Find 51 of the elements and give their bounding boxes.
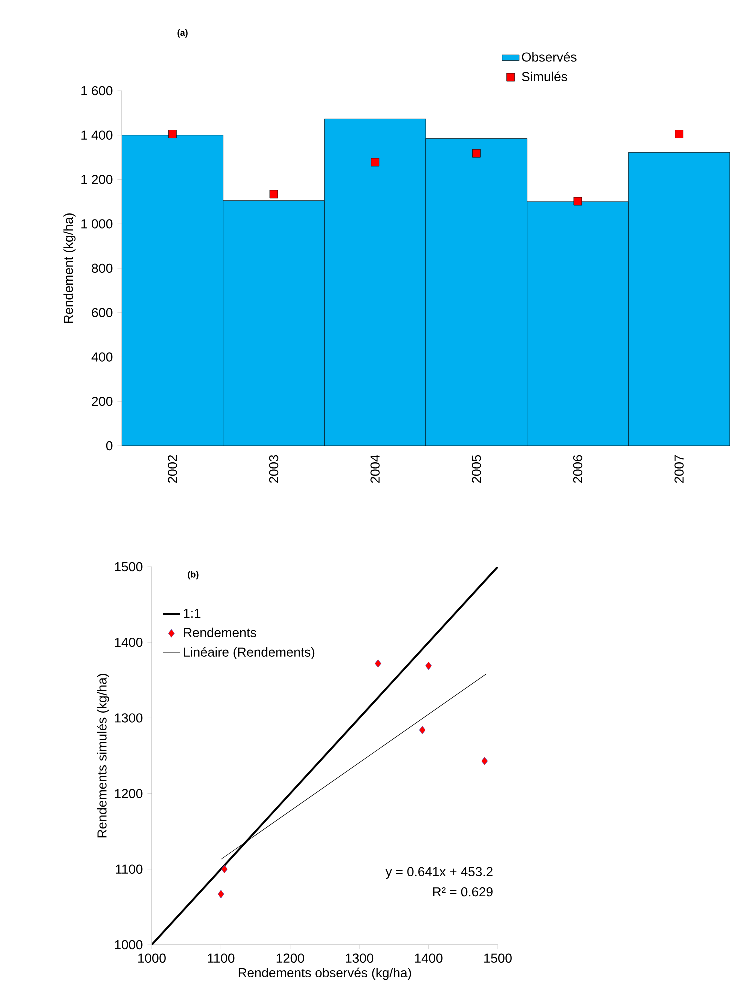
y-tick-label: 800	[92, 264, 113, 274]
x-tick-label: 2007	[674, 455, 684, 484]
y-tick-label: 1400	[115, 638, 143, 648]
y-tick-label: 1000	[115, 940, 143, 950]
x-tick-label: 1300	[346, 954, 374, 963]
y-tick-label: 1100	[116, 864, 143, 874]
legend-label: Linéaire (Rendements)	[184, 647, 315, 660]
y-tick-label: 1300	[115, 714, 143, 723]
chart-title: (a)	[178, 29, 188, 38]
y-tick-label: 1500	[115, 562, 143, 572]
legend-label: Simulés	[522, 72, 568, 82]
legend-label: Observés	[522, 52, 577, 62]
x-tick-label: 1400	[415, 954, 443, 963]
x-tick-label: 2005	[472, 455, 482, 484]
y-tick-label: 1 600	[82, 86, 113, 96]
y-axis-title: Rendement (kg/ha)	[64, 214, 76, 324]
x-tick-label: 1000	[138, 954, 166, 963]
point	[375, 660, 382, 668]
x-tick-label: 2006	[573, 455, 583, 484]
annotation: R² = 0.629	[433, 887, 493, 897]
legend-label: Rendements	[184, 628, 256, 638]
chart-title: (b)	[188, 571, 199, 580]
y-tick-label: 1 400	[82, 130, 113, 140]
legend-label: 1:1	[184, 609, 201, 618]
y-axis-title: Rendements simulés (kg/ha)	[97, 674, 110, 838]
point	[426, 662, 432, 670]
y-tick-label: 1 200	[82, 175, 113, 184]
x-tick-label: 2003	[269, 455, 279, 484]
point	[221, 865, 228, 874]
point	[675, 130, 684, 138]
x-tick-label: 1200	[276, 954, 304, 963]
point	[168, 130, 177, 138]
x-tick-label: 2004	[370, 455, 380, 484]
point	[419, 726, 426, 734]
x-tick-label: 1500	[484, 954, 512, 963]
point	[218, 890, 224, 899]
point	[574, 197, 582, 206]
point	[270, 190, 278, 199]
x-tick-label: 1100	[208, 954, 235, 963]
point	[371, 158, 380, 167]
y-tick-label: 600	[92, 308, 113, 318]
annotation: y = 0.641x + 453.2	[386, 867, 493, 880]
y-tick-label: 0	[106, 441, 113, 451]
point	[482, 757, 488, 766]
y-tick-label: 1200	[115, 789, 143, 798]
point	[472, 149, 481, 158]
y-tick-label: 200	[92, 397, 113, 406]
y-tick-label: 1 000	[82, 220, 113, 229]
x-tick-label: 2002	[168, 455, 178, 484]
y-tick-label: 400	[92, 352, 113, 362]
x-axis-title: Rendements observés (kg/ha)	[238, 968, 412, 980]
